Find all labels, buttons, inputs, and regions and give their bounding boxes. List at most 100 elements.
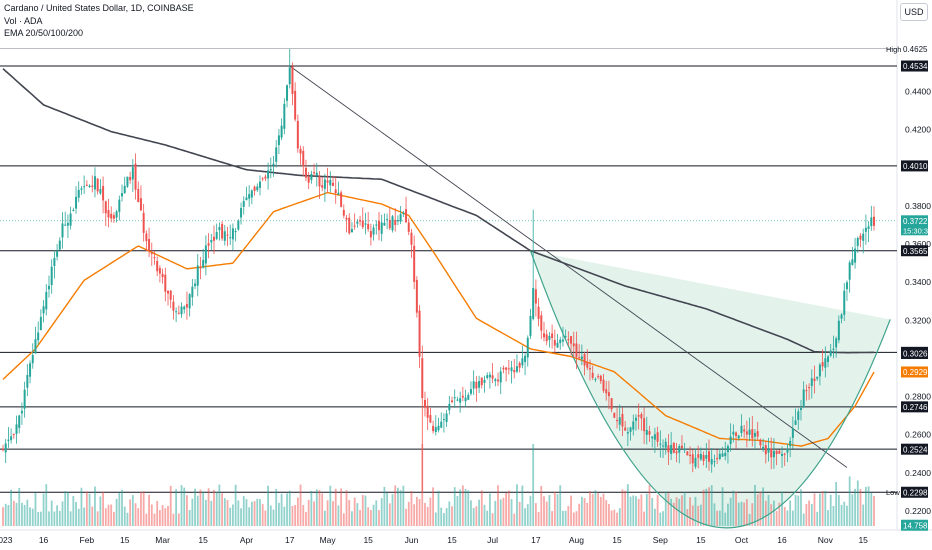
volume-bar bbox=[835, 481, 838, 526]
time-tick-label: 17 bbox=[531, 535, 541, 545]
candle-body bbox=[407, 222, 410, 232]
currency-button[interactable]: USD bbox=[900, 3, 928, 21]
volume-bar bbox=[827, 510, 829, 526]
candle-body bbox=[810, 378, 813, 387]
volume-bar bbox=[778, 502, 781, 526]
candle-body bbox=[356, 221, 359, 224]
candle-body bbox=[248, 194, 251, 199]
price-scale-tag bbox=[901, 215, 928, 236]
candle-body bbox=[315, 172, 318, 176]
candle-body bbox=[342, 209, 345, 216]
candle-body bbox=[42, 306, 45, 314]
volume-bar bbox=[294, 505, 297, 526]
volume-bar bbox=[553, 491, 556, 526]
price-tick-label: 0.2400 bbox=[905, 468, 931, 478]
volume-bar bbox=[819, 493, 821, 526]
candle-body bbox=[112, 215, 115, 219]
candle-body bbox=[161, 273, 164, 278]
candle-body bbox=[391, 216, 394, 231]
candle-body bbox=[299, 148, 302, 154]
candle-body bbox=[680, 445, 683, 449]
candle-body bbox=[580, 356, 583, 360]
candle-body bbox=[31, 355, 34, 364]
volume-bar bbox=[180, 485, 183, 526]
candle-body bbox=[532, 287, 535, 319]
volume-bar bbox=[215, 491, 218, 526]
candle-body bbox=[808, 387, 811, 389]
volume-bar bbox=[37, 512, 40, 526]
candle-body bbox=[23, 389, 26, 409]
volume-bar bbox=[464, 489, 467, 526]
candles bbox=[2, 48, 876, 493]
time-tick-label: 15 bbox=[612, 535, 622, 545]
candle-body bbox=[286, 85, 289, 101]
candle-body bbox=[537, 306, 540, 319]
volume-bar bbox=[7, 505, 10, 526]
volume-indicator-label[interactable]: Vol · ADA bbox=[4, 16, 43, 26]
volume-bar bbox=[150, 504, 153, 526]
volume-bar bbox=[640, 494, 643, 526]
candle-body bbox=[185, 304, 188, 308]
candle-body bbox=[353, 225, 356, 227]
volume-bar bbox=[570, 495, 572, 526]
volume-bar bbox=[854, 488, 856, 526]
volume-bar bbox=[816, 511, 819, 526]
price-scale-tag-value: 0.4534 bbox=[903, 62, 928, 71]
candle-body bbox=[753, 432, 756, 437]
volume-bar bbox=[686, 509, 689, 526]
candle-body bbox=[375, 224, 378, 226]
price-scale-tag bbox=[901, 160, 928, 172]
volume-bar bbox=[64, 491, 67, 526]
volume-bar bbox=[413, 504, 416, 526]
candle-body bbox=[277, 135, 280, 146]
candle-body bbox=[751, 429, 754, 439]
volume-bar bbox=[56, 505, 58, 526]
candle-body bbox=[491, 375, 494, 379]
volume-bar bbox=[405, 508, 407, 526]
time-tick-label: Nov bbox=[818, 535, 834, 545]
ema-200-line bbox=[2, 68, 875, 354]
candle-body bbox=[651, 436, 654, 439]
candle-body bbox=[283, 103, 286, 129]
volume-bar bbox=[61, 501, 64, 526]
candle-body bbox=[215, 232, 218, 239]
candle-body bbox=[837, 320, 840, 341]
price-scale-tag-value: 0.2929 bbox=[903, 368, 928, 377]
volume-bar bbox=[75, 501, 77, 526]
candle-body bbox=[372, 227, 375, 235]
price-scale-tag-value: 14.758M bbox=[903, 521, 932, 530]
candle-body bbox=[526, 337, 529, 358]
volume-bar bbox=[53, 511, 56, 526]
candle-body bbox=[321, 185, 324, 188]
volume-bar bbox=[48, 511, 50, 526]
candle-body bbox=[873, 216, 876, 226]
cup-pattern-area bbox=[530, 250, 891, 528]
volume-bar bbox=[291, 506, 294, 526]
volume-bar bbox=[551, 511, 554, 526]
volume-bar bbox=[770, 504, 773, 526]
volume-bar bbox=[307, 499, 310, 526]
candle-body bbox=[369, 231, 372, 238]
candle-body bbox=[713, 461, 716, 463]
time-tick-label: 15 bbox=[696, 535, 706, 545]
candle-body bbox=[691, 454, 694, 464]
ema-indicator-label[interactable]: EMA 20/50/100/200 bbox=[4, 28, 84, 38]
volume-bar bbox=[202, 491, 205, 526]
volume-bar bbox=[497, 485, 499, 526]
volume-bar bbox=[391, 494, 394, 526]
volume-bar bbox=[618, 508, 621, 526]
volume-bar bbox=[169, 485, 172, 526]
price-scale-tag-value: 0.4625 bbox=[903, 45, 928, 54]
volume-bar bbox=[288, 490, 291, 526]
time-tick-label: 15 bbox=[198, 535, 208, 545]
candle-body bbox=[253, 186, 256, 191]
candle-body bbox=[196, 265, 199, 286]
candle-body bbox=[459, 398, 462, 403]
candle-body bbox=[388, 219, 391, 229]
candle-body bbox=[772, 450, 775, 458]
candle-body bbox=[816, 376, 819, 379]
volume-bar bbox=[129, 499, 132, 526]
candle-body bbox=[515, 366, 518, 372]
candle-body bbox=[280, 125, 283, 138]
